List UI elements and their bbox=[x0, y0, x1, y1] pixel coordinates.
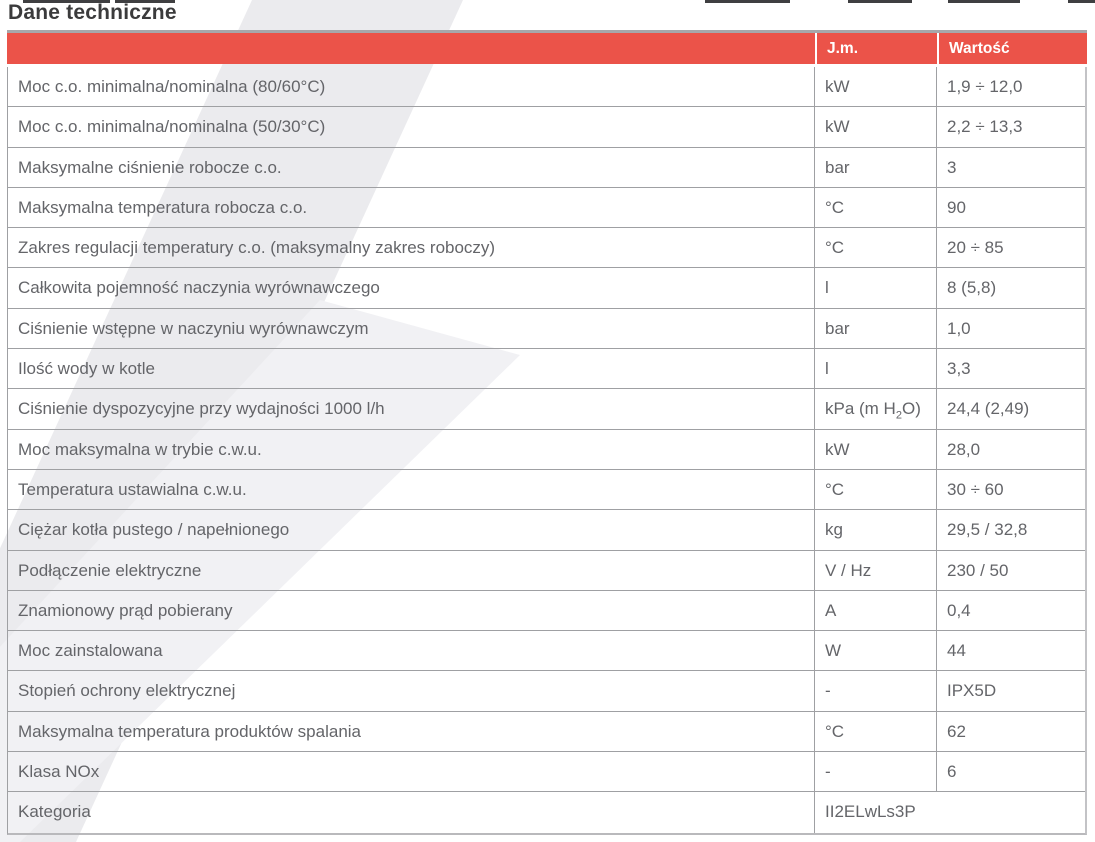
cell-value: 3 bbox=[936, 147, 1085, 187]
cell-parameter: Klasa NOx bbox=[18, 762, 100, 782]
cell-parameter: Całkowita pojemność naczynia wyrównawcze… bbox=[18, 278, 380, 298]
cell-parameter: Ciężar kotła pustego / napełnionego bbox=[18, 520, 290, 540]
cell-unit: bar bbox=[814, 308, 936, 349]
table-row: Moc c.o. minimalna/nominalna (50/30°C) kW… bbox=[8, 107, 1085, 148]
cell-value: 24,4 (2,49) bbox=[936, 389, 1085, 429]
cell-unit: l bbox=[814, 349, 936, 389]
table-row: Ciśnienie wstępne w naczyniu wyrównawczy… bbox=[8, 308, 1085, 350]
cell-parameter: Moc zainstalowana bbox=[18, 641, 163, 661]
table-row: Zakres regulacji temperatury c.o. (maksy… bbox=[8, 228, 1085, 269]
cropped-edge-artifact bbox=[848, 0, 912, 3]
cell-parameter: Kategoria bbox=[18, 802, 91, 822]
table-row: Ilość wody w kotle l 3,3 bbox=[8, 349, 1085, 390]
cell-value: 1,9 ÷ 12,0 bbox=[936, 67, 1085, 107]
cell-value: 1,0 bbox=[936, 308, 1085, 349]
table-row: Ciśnienie dyspozycyjne przy wydajności 1… bbox=[8, 389, 1085, 430]
table-header-row: J.m. Wartość bbox=[7, 33, 1087, 64]
cell-parameter: Temperatura ustawialna c.w.u. bbox=[18, 479, 247, 499]
technical-data-table: J.m. Wartość Moc c.o. minimalna/nominaln… bbox=[7, 30, 1087, 835]
cell-merged-value: II2ELwLs3P bbox=[814, 792, 1085, 833]
header-unit: J.m. bbox=[815, 33, 937, 64]
cell-unit: °C bbox=[814, 469, 936, 510]
table-row: Maksymalna temperatura robocza c.o. °C 90 bbox=[8, 187, 1085, 229]
cell-unit: °C bbox=[814, 187, 936, 228]
table-row: Klasa NOx -6 bbox=[8, 752, 1085, 793]
cell-value: 8 (5,8) bbox=[936, 268, 1085, 308]
cell-unit: °C bbox=[814, 711, 936, 752]
cell-parameter: Maksymalne ciśnienie robocze c.o. bbox=[18, 157, 282, 177]
table-row: Moc c.o. minimalna/nominalna (80/60°C) kW… bbox=[8, 67, 1085, 108]
cell-unit: - bbox=[814, 671, 936, 711]
cell-value: 28,0 bbox=[936, 429, 1085, 469]
cell-parameter: Moc c.o. minimalna/nominalna (80/60°C) bbox=[18, 77, 326, 96]
cell-parameter: Ciśnienie wstępne w naczyniu wyrównawczy… bbox=[18, 318, 369, 338]
cell-parameter: Ilość wody w kotle bbox=[18, 359, 155, 379]
table-row: Maksymalna temperatura produktów spalani… bbox=[8, 711, 1085, 753]
cell-unit: - bbox=[814, 752, 936, 792]
cell-parameter: Podłączenie elektryczne bbox=[18, 560, 202, 580]
cell-value: IPX5D bbox=[936, 671, 1085, 711]
table-row: Znamionowy prąd pobierany A 0,4 bbox=[8, 590, 1085, 632]
table-row: Ciężar kotła pustego / napełnionego kg 29,… bbox=[8, 510, 1085, 551]
table-row: Całkowita pojemność naczynia wyrównawcze… bbox=[8, 268, 1085, 309]
table-row: Moc maksymalna w trybie c.w.u. kW 28,0 bbox=[8, 429, 1085, 470]
cell-value: 6 bbox=[936, 752, 1085, 792]
cell-parameter: Maksymalna temperatura produktów spalani… bbox=[18, 721, 362, 741]
header-parameter bbox=[7, 33, 815, 64]
cell-value: 2,2 ÷ 13,3 bbox=[936, 107, 1085, 147]
cell-unit: W bbox=[814, 631, 936, 671]
header-value: Wartość bbox=[937, 33, 1087, 64]
table-row: Maksymalne ciśnienie robocze c.o. bar 3 bbox=[8, 147, 1085, 188]
cell-unit: l bbox=[814, 268, 936, 308]
table-row: Podłączenie elektryczne V / Hz 230 / 50 bbox=[8, 550, 1085, 591]
cell-parameter: Stopień ochrony elektrycznej bbox=[18, 681, 236, 701]
cell-value: 230 / 50 bbox=[936, 550, 1085, 590]
cell-unit: kW bbox=[814, 67, 936, 107]
table-row: Kategoria II2ELwLs3P bbox=[8, 792, 1085, 833]
table-body: Moc c.o. minimalna/nominalna (80/60°C) kW… bbox=[7, 67, 1087, 835]
cell-parameter: Ciśnienie dyspozycyjne przy wydajności 1… bbox=[18, 399, 385, 419]
cell-parameter: Moc c.o. minimalna/nominalna (50/30°C) bbox=[18, 117, 326, 137]
table-row: Moc zainstalowana W 44 bbox=[8, 631, 1085, 672]
cropped-edge-artifact bbox=[23, 0, 110, 3]
cropped-edge-artifact bbox=[115, 0, 175, 3]
cropped-edge-artifact bbox=[948, 0, 1020, 3]
cell-value: 90 bbox=[936, 187, 1085, 228]
cell-value: 0,4 bbox=[936, 590, 1085, 631]
cell-unit: V / Hz bbox=[814, 550, 936, 590]
cell-unit: °C bbox=[814, 228, 936, 268]
cell-unit: kg bbox=[814, 510, 936, 550]
cell-value: 30 ÷ 60 bbox=[936, 469, 1085, 510]
table-row: Temperatura ustawialna c.w.u. °C 30 ÷ 60 bbox=[8, 469, 1085, 511]
table-top-border bbox=[7, 30, 1087, 33]
table-row: Stopień ochrony elektrycznej - IPX5D bbox=[8, 671, 1085, 712]
cell-value: 29,5 / 32,8 bbox=[936, 510, 1085, 550]
cell-value: 62 bbox=[936, 711, 1085, 752]
cell-unit: bar bbox=[814, 147, 936, 187]
cell-unit: kW bbox=[814, 429, 936, 469]
cropped-edge-artifact bbox=[705, 0, 790, 3]
page-title: Dane techniczne bbox=[8, 1, 177, 24]
cell-value: 20 ÷ 85 bbox=[936, 228, 1085, 268]
cell-parameter: Znamionowy prąd pobierany bbox=[18, 600, 233, 620]
cell-unit: kW bbox=[814, 107, 936, 147]
cell-unit: A bbox=[814, 590, 936, 631]
cell-value: 3,3 bbox=[936, 349, 1085, 389]
cell-parameter: Maksymalna temperatura robocza c.o. bbox=[18, 197, 308, 217]
cell-parameter: Zakres regulacji temperatury c.o. (maksy… bbox=[18, 238, 496, 258]
cropped-edge-artifact bbox=[1068, 0, 1095, 3]
cell-value: 44 bbox=[936, 631, 1085, 671]
cell-parameter: Moc maksymalna w trybie c.w.u. bbox=[18, 439, 262, 459]
cell-unit: kPa (m H2O) bbox=[814, 389, 936, 429]
